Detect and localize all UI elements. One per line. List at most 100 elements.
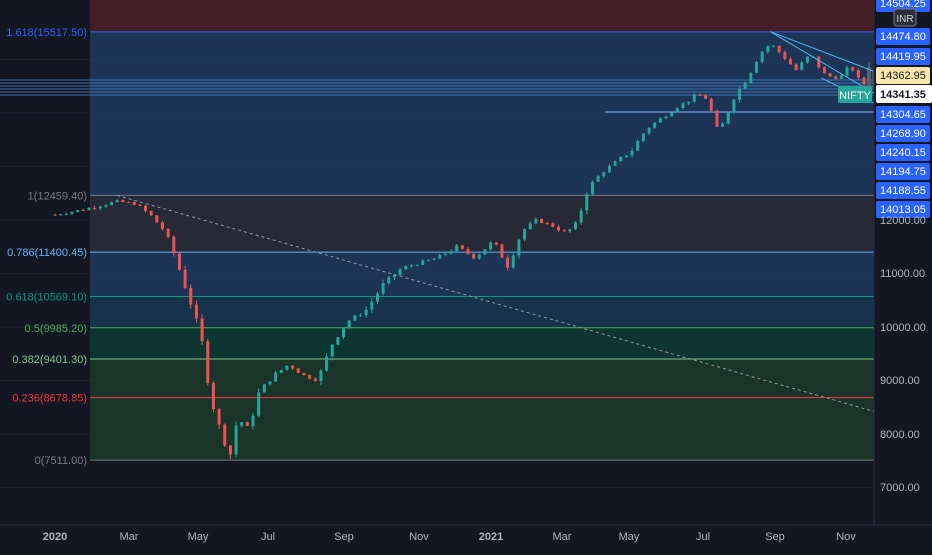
candle-body — [382, 283, 385, 294]
candle-body — [766, 46, 769, 52]
candle-body — [342, 328, 345, 337]
time-axis-label: Jul — [261, 531, 275, 543]
price-axis-label: 14194.75 — [880, 166, 926, 178]
candle-body — [772, 46, 775, 47]
fib-zone — [90, 252, 874, 296]
candle-body — [297, 368, 300, 372]
candle-body — [744, 83, 747, 89]
candle-body — [495, 242, 498, 244]
fib-level-label: 1.618(15517.50) — [6, 27, 87, 39]
candle-body — [167, 229, 170, 237]
candle-body — [681, 103, 684, 107]
time-axis-label: 2020 — [43, 531, 67, 543]
fib-level-label: 0.5(9985.20) — [25, 323, 87, 335]
candle-body — [121, 200, 124, 202]
candle-body — [653, 123, 656, 128]
fib-level-label: 0(7511.00) — [35, 455, 87, 467]
candle-body — [863, 78, 866, 85]
fib-zone — [90, 0, 874, 32]
candle-body — [201, 318, 204, 341]
candle-body — [348, 321, 351, 328]
candle-body — [783, 52, 786, 59]
price-axis-label: 14188.55 — [880, 185, 926, 197]
fib-zone — [90, 32, 874, 196]
candle-body — [574, 222, 577, 229]
price-axis: 14504.2514474.8014419.9514362.9514304.65… — [874, 0, 932, 550]
candle-body — [359, 315, 362, 316]
instrument-tag: NIFTY — [839, 90, 871, 102]
candle-body — [433, 259, 436, 260]
candle-body — [365, 310, 368, 316]
price-axis-label: 14419.95 — [880, 51, 926, 63]
candle-body — [376, 294, 379, 302]
candle-body — [404, 266, 407, 269]
candle-body — [144, 206, 147, 211]
candle-body — [472, 254, 475, 259]
candle-body — [450, 251, 453, 254]
candle-body — [698, 95, 701, 96]
candle-body — [676, 108, 679, 112]
time-axis-label: Nov — [409, 531, 429, 543]
candle-body — [512, 255, 515, 267]
candle-body — [314, 379, 317, 381]
price-axis-label: 7000.00 — [880, 482, 920, 494]
fib-zone — [90, 398, 874, 460]
candle-body — [99, 207, 102, 209]
candle-body — [614, 161, 617, 166]
candle-body — [732, 100, 735, 113]
price-axis-label: 8000.00 — [880, 429, 920, 441]
candle-body — [416, 265, 419, 266]
candle-body — [840, 75, 843, 78]
candle-body — [421, 261, 424, 265]
fib-level-label: 0.236(8678.85) — [12, 393, 87, 405]
candle-body — [551, 223, 554, 227]
candle-body — [104, 205, 107, 207]
candle-body — [82, 210, 85, 211]
candle-body — [161, 222, 164, 228]
time-axis-label: Sep — [765, 531, 785, 543]
candle-body — [500, 245, 503, 258]
candle-body — [263, 384, 266, 392]
candle-body — [540, 219, 543, 223]
candle-body — [172, 237, 175, 254]
time-axis-label: Mar — [553, 531, 572, 543]
candle-body — [285, 366, 288, 370]
candle-body — [817, 57, 820, 68]
candle-body — [336, 337, 339, 344]
candle-body — [648, 128, 651, 134]
candle-body — [710, 99, 713, 111]
candle-body — [693, 95, 696, 102]
candle-body — [331, 345, 334, 357]
time-axis-label: Nov — [836, 531, 856, 543]
candle-body — [302, 373, 305, 375]
candle-body — [319, 371, 322, 381]
last-price-label: 14341.35 — [880, 89, 926, 101]
candle-body — [65, 214, 68, 215]
candle-body — [557, 227, 560, 231]
candle-body — [659, 118, 662, 122]
candle-body — [235, 426, 238, 455]
time-axis-label: May — [619, 531, 640, 543]
candle-body — [246, 422, 249, 426]
candle-body — [212, 383, 215, 409]
candle-body — [642, 134, 645, 141]
candle-body — [466, 249, 469, 254]
price-axis-label: 10000.00 — [880, 322, 926, 334]
candle-body — [127, 202, 130, 203]
candle-body — [206, 341, 209, 383]
currency-badge[interactable]: INR — [896, 14, 913, 25]
candle-body — [625, 155, 628, 157]
candle-body — [268, 381, 271, 384]
candle-body — [619, 157, 622, 161]
candle-body — [229, 445, 232, 454]
candle-body — [608, 166, 611, 172]
candle-body — [806, 57, 809, 63]
fib-level-label: 0.618(10569.10) — [6, 292, 87, 304]
candle-body — [529, 223, 532, 229]
price-axis-label: 14474.80 — [880, 31, 926, 43]
candle-body — [138, 205, 141, 206]
candle-body — [110, 202, 113, 205]
